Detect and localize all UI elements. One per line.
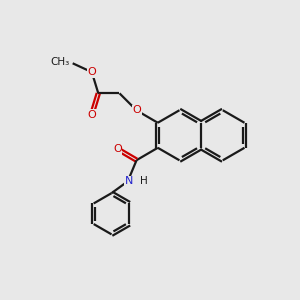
Text: O: O bbox=[132, 105, 141, 116]
Text: O: O bbox=[113, 144, 122, 154]
Text: N: N bbox=[125, 176, 134, 186]
Text: H: H bbox=[140, 176, 148, 186]
Text: O: O bbox=[87, 67, 96, 77]
Text: CH₃: CH₃ bbox=[50, 57, 69, 67]
Text: O: O bbox=[87, 110, 96, 119]
